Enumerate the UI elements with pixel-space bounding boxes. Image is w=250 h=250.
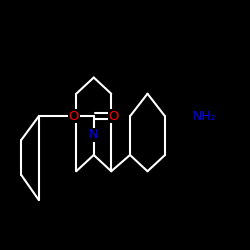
Text: N: N bbox=[89, 128, 99, 141]
Text: O: O bbox=[68, 110, 79, 123]
Text: O: O bbox=[108, 110, 119, 123]
Text: NH₂: NH₂ bbox=[192, 110, 216, 123]
